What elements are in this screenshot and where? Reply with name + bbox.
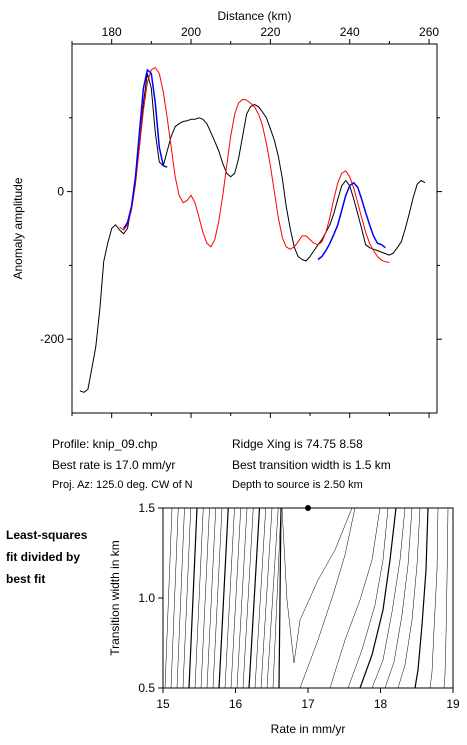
x-tick-label: 15 xyxy=(156,697,170,711)
contour-line xyxy=(182,507,191,689)
contour-line xyxy=(371,507,406,689)
contour-line xyxy=(224,507,235,689)
y-axis-label: Transition width in km xyxy=(108,540,122,656)
side-label-line-2: fit divided by xyxy=(6,550,81,564)
x-tick-label: 19 xyxy=(446,697,460,711)
contour-line xyxy=(429,507,439,689)
y-tick-label: 1.0 xyxy=(138,591,155,605)
x-tick-label: 16 xyxy=(229,697,243,711)
contour-line xyxy=(188,507,198,689)
contour-line xyxy=(248,507,261,689)
side-label-line-1: Least-squares xyxy=(6,528,88,542)
x-axis-label: Rate in mm/yr xyxy=(271,722,346,736)
contour-line xyxy=(443,507,449,689)
contour-line xyxy=(281,507,353,664)
x-tick-label: 220 xyxy=(260,25,280,39)
y-axis-label: Anomaly amplitude xyxy=(11,177,25,279)
contour-line xyxy=(329,507,381,689)
contour-line xyxy=(266,507,279,689)
contour-frame xyxy=(162,507,454,689)
contour-line xyxy=(176,507,185,689)
series-line xyxy=(79,73,426,393)
contour-line xyxy=(194,507,204,689)
profile-text: Profile: knip_09.chp xyxy=(52,437,158,451)
contour-line xyxy=(212,507,223,689)
projection-azimuth-text: Proj. Az: 125.0 deg. CW of N xyxy=(52,479,193,491)
y-tick-label: 0.5 xyxy=(138,681,155,695)
contour-line xyxy=(200,507,210,689)
contour-line xyxy=(242,507,254,689)
ridge-crossing-text: Ridge Xing is 74.75 8.58 xyxy=(232,437,363,451)
series-line xyxy=(122,69,168,229)
contour-line xyxy=(236,507,248,689)
x-tick-label: 17 xyxy=(301,697,315,711)
contour-line xyxy=(272,507,282,689)
contour-line xyxy=(170,507,179,689)
x-axis-label: Distance (km) xyxy=(217,9,291,23)
series-line xyxy=(317,181,386,261)
contour-side-label: Least-squares fit divided by best fit xyxy=(6,524,87,590)
contour-line xyxy=(260,507,273,689)
best-rate-text: Best rate is 17.0 mm/yr xyxy=(52,458,176,472)
anomaly-profile-chart: 180 200 220 240 260 0 -200 Distance (km) Anomaly… xyxy=(11,9,442,418)
contour-line xyxy=(299,507,356,689)
contour-line xyxy=(230,507,241,689)
x-tick-label: 180 xyxy=(102,25,122,39)
best-fit-point xyxy=(305,505,311,511)
y-tick-label: 1.5 xyxy=(138,501,155,515)
depth-text: Depth to source is 2.50 km xyxy=(232,479,363,491)
contour-line xyxy=(384,507,413,689)
contour-line xyxy=(164,507,173,689)
contour-line xyxy=(397,507,421,689)
contour-line xyxy=(414,507,429,689)
x-tick-label: 240 xyxy=(340,25,360,39)
contour-line xyxy=(278,507,282,689)
side-label-line-3: best fit xyxy=(6,572,46,586)
contour-line xyxy=(218,507,229,689)
best-width-text: Best transition width is 1.5 km xyxy=(232,458,391,472)
plot-frame xyxy=(71,43,438,414)
contour-line xyxy=(206,507,216,689)
y-tick-label: 0 xyxy=(57,185,64,199)
x-tick-label: 200 xyxy=(181,25,201,39)
contour-line xyxy=(254,507,266,689)
x-tick-label: 260 xyxy=(419,25,439,39)
y-tick-label: -200 xyxy=(40,332,64,346)
contour-line xyxy=(359,507,397,689)
misfit-contour-chart: 15 16 17 18 19 0.5 1.0 1.5 Rate in mm/yr Transiti… xyxy=(108,501,460,736)
series-line xyxy=(119,67,390,263)
x-tick-label: 18 xyxy=(374,697,388,711)
contour-line xyxy=(347,507,389,689)
